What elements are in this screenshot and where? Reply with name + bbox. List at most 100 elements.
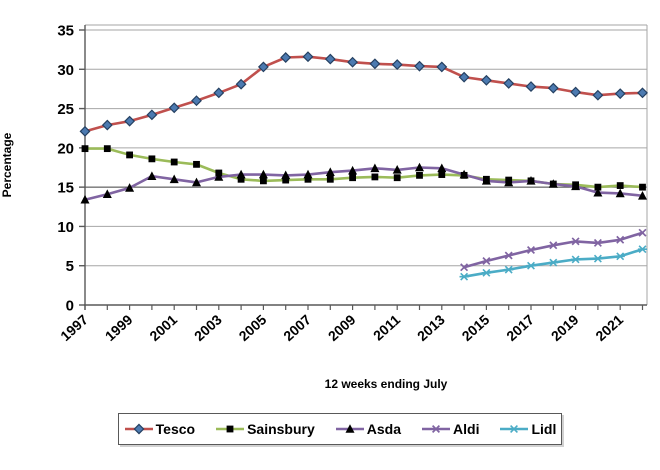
sainsbury-square-marker-icon xyxy=(639,183,646,191)
tesco-diamond-marker-icon xyxy=(302,51,314,63)
sainsbury-square-marker-icon xyxy=(304,175,312,183)
asda-triangle-marker-icon xyxy=(281,170,291,180)
x-tick-label-2017: 2017 xyxy=(503,311,537,344)
aldi-x-marker-icon xyxy=(638,228,647,237)
tesco-legend-glyph xyxy=(133,423,145,435)
tesco-diamond-marker-icon xyxy=(347,56,359,68)
asda-triangle-marker-icon xyxy=(325,167,335,177)
sainsbury-square-marker-icon xyxy=(371,173,379,181)
x-tick-label-2009: 2009 xyxy=(325,311,359,344)
sainsbury-square-marker-icon xyxy=(193,160,200,168)
series-line-sainsbury xyxy=(83,147,644,189)
asda-triangle-marker-icon xyxy=(192,177,201,187)
legend-item-tesco: Tesco xyxy=(124,421,195,437)
series-line-tesco xyxy=(83,55,644,133)
sainsbury-square-marker-icon xyxy=(416,171,423,179)
sainsbury-legend-glyph xyxy=(226,425,234,433)
x-tick-label-2015: 2015 xyxy=(459,311,493,344)
asda-triangle-marker-icon xyxy=(169,174,179,184)
asda-triangle-marker-icon xyxy=(102,189,112,199)
tesco-diamond-marker-icon xyxy=(101,119,113,131)
tesco-diamond-marker-icon xyxy=(436,61,448,73)
lidl-star-marker-icon xyxy=(459,272,469,281)
asda-triangle-marker-icon xyxy=(437,163,447,173)
x-tick-label-1997: 1997 xyxy=(57,311,91,344)
sainsbury-square-marker-icon xyxy=(260,177,267,185)
asda-triangle-marker-icon xyxy=(459,169,469,179)
asda-triangle-marker-icon xyxy=(638,190,647,200)
aldi-x-marker-icon xyxy=(616,235,625,244)
aldi-legend-glyph xyxy=(432,424,441,434)
sainsbury-square-marker-icon xyxy=(594,183,602,191)
asda-triangle-marker-icon xyxy=(80,194,90,204)
aldi-x-marker-icon xyxy=(526,245,536,255)
y-axis-title: Percentage xyxy=(0,132,14,198)
asda-triangle-marker-icon xyxy=(593,187,603,197)
sainsbury-square-marker-icon xyxy=(326,175,334,183)
sainsbury-square-marker-icon xyxy=(349,174,356,182)
x-tick-label-2013: 2013 xyxy=(414,311,448,344)
asda-triangle-marker-icon xyxy=(504,177,514,187)
tesco-diamond-marker-icon xyxy=(79,125,91,137)
lidl-star-marker-icon xyxy=(548,258,558,267)
asda-legend-glyph xyxy=(345,424,355,433)
x-tick-label-2001: 2001 xyxy=(146,311,180,344)
aldi-x-marker-icon xyxy=(482,256,491,266)
tesco-diamond-marker-icon xyxy=(191,95,202,107)
lidl-star-marker-icon xyxy=(615,252,625,261)
aldi-x-marker-icon xyxy=(593,238,602,247)
x-tick-label-2019: 2019 xyxy=(548,311,582,344)
asda-triangle-marker-icon xyxy=(348,165,358,175)
lidl-star-marker-icon xyxy=(637,245,648,254)
legend-item-lidl: Lidl xyxy=(499,421,556,437)
asda-triangle-marker-icon xyxy=(258,169,268,179)
asda-triangle-marker-icon xyxy=(125,183,135,192)
series-markers-tesco xyxy=(79,51,648,137)
tesco-diamond-marker-icon xyxy=(614,88,626,100)
tesco-diamond-marker-icon xyxy=(637,87,648,99)
tesco-diamond-marker-icon xyxy=(146,109,158,121)
tesco-diamond-marker-icon xyxy=(124,115,136,127)
tesco-diamond-marker-icon xyxy=(168,102,180,114)
aldi-x-marker-icon xyxy=(571,237,580,246)
asda-triangle-marker-icon xyxy=(392,165,402,174)
y-tick-label-20: 20 xyxy=(57,140,74,157)
y-tick-label-15: 15 xyxy=(57,180,74,197)
sainsbury-square-marker-icon xyxy=(393,174,401,182)
asda-triangle-marker-icon xyxy=(415,162,424,172)
plot-area: 0 5 10 15 20 25 30 35 1997 1999 2001 2003 2005 2007 20… xyxy=(57,23,648,344)
series-markers-lidl xyxy=(459,245,648,281)
y-tick-label-25: 25 xyxy=(57,101,74,118)
x-tick-label-2005: 2005 xyxy=(236,311,270,344)
legend-label-aldi: Aldi xyxy=(453,421,480,437)
lidl-legend-glyph xyxy=(509,425,520,433)
sainsbury-square-marker-icon xyxy=(81,145,89,153)
asda-triangle-marker-icon xyxy=(526,176,536,185)
lidl-star-legend-marker-icon xyxy=(500,425,529,433)
sainsbury-square-marker-icon xyxy=(616,182,624,189)
series-line-asda xyxy=(83,166,644,201)
legend-label-lidl: Lidl xyxy=(531,421,557,437)
legend-label-tesco: Tesco xyxy=(155,421,196,437)
tesco-diamond-marker-icon xyxy=(503,77,515,89)
tesco-diamond-marker-icon xyxy=(525,81,537,93)
asda-triangle-marker-icon xyxy=(481,176,491,185)
legend-label-asda: Asda xyxy=(366,421,402,437)
y-tick-label-5: 5 xyxy=(66,258,74,275)
tesco-diamond-marker-icon xyxy=(280,52,292,63)
x-tick-label-1999: 1999 xyxy=(102,311,136,344)
aldi-x-marker-icon xyxy=(549,241,558,250)
y-tick-label-35: 35 xyxy=(57,23,74,40)
tesco-diamond-marker-icon xyxy=(324,53,336,65)
sainsbury-square-legend-marker-icon xyxy=(216,425,245,433)
asda-triangle-marker-icon xyxy=(615,188,625,198)
sainsbury-square-marker-icon xyxy=(237,175,245,183)
series-markers-asda xyxy=(80,162,647,204)
sainsbury-square-marker-icon xyxy=(148,155,156,163)
legend-label-sainsbury: Sainsbury xyxy=(247,421,315,437)
sainsbury-square-marker-icon xyxy=(170,158,178,166)
y-tick-label-0: 0 xyxy=(66,298,74,315)
lidl-star-marker-icon xyxy=(593,254,603,263)
asda-triangle-marker-icon xyxy=(214,172,224,181)
